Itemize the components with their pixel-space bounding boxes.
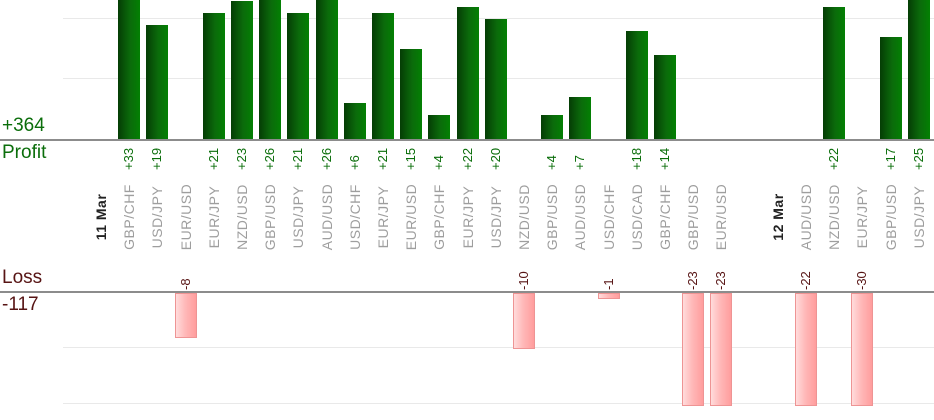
profit-axis-label: Profit	[2, 142, 47, 163]
profit-bar	[879, 37, 902, 139]
profit-value-label: +19	[149, 147, 165, 170]
loss-bar	[513, 293, 535, 349]
profit-bar	[625, 31, 648, 139]
profit-bar	[654, 55, 676, 139]
profit-value-label: +26	[318, 147, 334, 170]
profit-value-label: +7	[572, 155, 588, 170]
loss-value-label: -23	[713, 271, 729, 290]
profit-value-label: +21	[205, 147, 221, 170]
profit-bar	[823, 7, 846, 139]
loss-value-label: -10	[516, 271, 531, 290]
pair-label: USD/JPY	[487, 185, 504, 249]
profit-value-label: +21	[375, 147, 390, 170]
profit-bar	[118, 0, 141, 139]
profit-value-label: +22	[459, 147, 475, 170]
profit-total: +364	[2, 115, 45, 136]
profit-bar	[259, 0, 282, 139]
profit-bar	[315, 0, 338, 139]
pair-label: EUR/JPY	[205, 185, 222, 249]
pair-label: USD/JPY	[910, 185, 927, 249]
profit-bar	[231, 1, 253, 139]
profit-bar	[202, 13, 225, 139]
profit-value-label: +22	[826, 147, 842, 170]
profit-value-label: +26	[262, 147, 278, 170]
profit-value-label: +4	[431, 155, 447, 170]
loss-value-label: -23	[685, 271, 701, 290]
date-label: 11 Mar	[93, 193, 109, 241]
loss-value-label: -1	[600, 278, 616, 290]
profit-bar	[456, 7, 479, 139]
profit-axis-line	[0, 139, 934, 141]
loss-value-label: -8	[177, 278, 193, 290]
profit-value-label: +4	[544, 155, 560, 170]
pair-label: GBP/USD	[882, 183, 899, 251]
pair-label: GBP/USD	[544, 183, 561, 251]
profit-bar	[484, 19, 507, 139]
loss-bar	[710, 293, 733, 406]
date-label: 12 Mar	[769, 193, 786, 241]
pair-label: NZD/USD	[234, 184, 250, 250]
profit-bar	[400, 49, 423, 139]
profit-value-label: +17	[882, 147, 898, 170]
loss-value-label: -30	[854, 271, 870, 290]
profit-value-label: +25	[910, 147, 926, 170]
pair-label: GBP/CHF	[657, 184, 673, 250]
profit-value-label: +23	[234, 147, 249, 170]
profit-value-label: +20	[487, 147, 503, 170]
pair-label: GBP/USD	[262, 183, 279, 251]
loss-bar	[795, 293, 817, 406]
profit-value-label: +15	[403, 147, 419, 170]
profit-value-label: +14	[657, 147, 672, 170]
pair-label: GBP/CHF	[431, 184, 448, 250]
pair-label: EUR/JPY	[459, 185, 476, 249]
loss-bar	[174, 293, 197, 338]
profit-value-label: +18	[628, 147, 644, 170]
pair-label: NZD/USD	[826, 184, 843, 250]
pair-label: AUD/USD	[572, 183, 589, 251]
loss-axis-line	[0, 291, 934, 293]
profit-value-label: +33	[121, 147, 137, 170]
loss-gridline-10	[63, 347, 934, 348]
profit-bar	[287, 13, 310, 139]
pair-label: GBP/CHF	[121, 184, 138, 250]
pair-label: AUD/USD	[318, 183, 335, 251]
loss-gridline-20	[63, 403, 934, 404]
loss-bar	[851, 293, 874, 406]
loss-value-label: -22	[798, 271, 813, 290]
pair-label: USD/CAD	[628, 183, 645, 251]
loss-total: -117	[2, 294, 39, 315]
profit-bar	[146, 25, 169, 139]
pair-label: USD/CHF	[346, 184, 363, 250]
pair-label: USD/JPY	[149, 185, 166, 249]
loss-bar	[597, 293, 620, 299]
pair-label: EUR/USD	[403, 183, 420, 251]
pair-label: USD/JPY	[290, 185, 307, 249]
profit-bar	[372, 13, 394, 139]
profit-value-label: +21	[290, 147, 306, 170]
profit-gridline-20	[63, 18, 934, 19]
pair-label: EUR/JPY	[375, 185, 391, 249]
profit-bar	[569, 97, 592, 139]
profit-value-label: +6	[346, 155, 362, 170]
profit-bar	[541, 115, 564, 139]
profit-bar	[343, 103, 366, 139]
profit-bar	[428, 115, 451, 139]
loss-axis-label: Loss	[2, 267, 43, 288]
profit-bar	[907, 0, 930, 139]
loss-bar	[682, 293, 705, 406]
